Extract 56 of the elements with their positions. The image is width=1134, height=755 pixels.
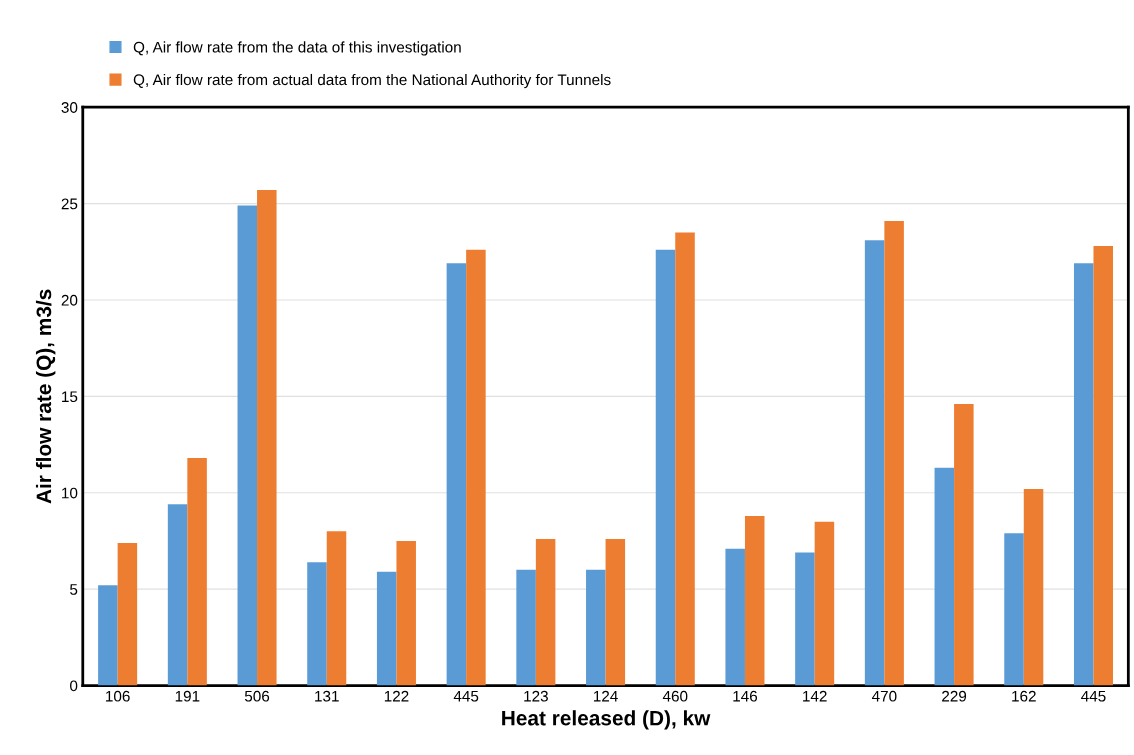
bar [446,263,467,686]
x-tick-label: 191 [175,690,200,702]
x-tick-label: 142 [803,690,827,702]
legend-label: Q, Air flow rate from the data of this investigation [133,41,461,56]
legend-label: Q, Air flow rate from actual data from the National Authority for Tunnels [133,73,611,89]
x-tick-label: 460 [662,690,688,702]
y-axis-title: Air flow rate (Q), m3/s [35,289,56,504]
bar [1093,246,1113,686]
bar [237,205,258,686]
bar [1073,263,1094,686]
x-tick-label: 470 [871,690,897,702]
bar [864,240,885,686]
bar [1023,488,1044,686]
bar [535,539,556,686]
bar [605,539,626,686]
bar [326,531,347,686]
bar [675,232,695,686]
bar [655,249,676,686]
y-tick-label: 5 [70,584,78,595]
x-tick-label: 106 [106,690,130,702]
bar [586,569,606,686]
bar [117,542,138,686]
bar [396,540,416,686]
x-tick-label: 162 [1012,690,1036,702]
bar [1004,533,1024,686]
x-tick-label: 122 [384,690,409,702]
bar [257,190,277,686]
bar [795,552,815,686]
x-tick-label: 146 [733,690,758,702]
x-tick-label: 445 [1081,690,1106,702]
x-axis-title: Heat released (D), kw [502,710,711,730]
y-tick-label: 30 [61,102,78,113]
bar [744,515,765,686]
x-tick-label: 445 [453,690,479,702]
bar [376,571,397,686]
bar [516,569,536,686]
bar [814,521,835,686]
y-tick-label: 10 [62,487,78,499]
bar [307,562,327,686]
x-tick-label: 123 [524,690,548,702]
x-tick-label: 506 [244,690,270,702]
y-tick-label: 0 [70,680,78,692]
bar [98,585,118,686]
x-tick-label: 229 [942,690,967,702]
bar [884,220,904,686]
bar [725,548,745,686]
x-tick-label: 131 [315,690,339,702]
x-tick-label: 124 [593,690,618,702]
bar [466,249,486,686]
bar [167,504,188,686]
bar [934,467,955,686]
y-tick-label: 15 [62,391,78,403]
y-tick-label: 25 [61,198,78,210]
y-tick-label: 20 [61,294,78,306]
bar [954,404,974,686]
bar [187,458,207,686]
